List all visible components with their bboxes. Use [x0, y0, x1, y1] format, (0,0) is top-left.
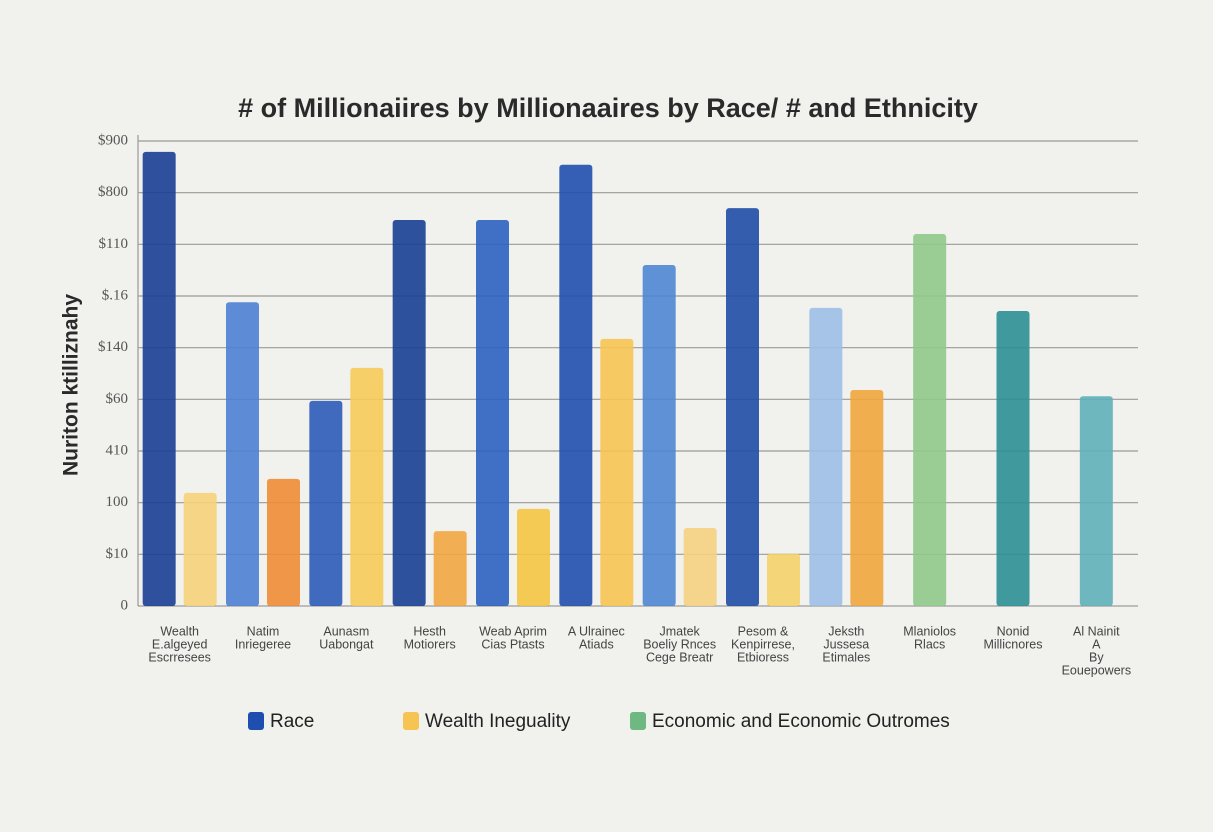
- x-tick-label: Eouepowers: [1062, 663, 1132, 677]
- x-tick-label: Atiads: [579, 637, 614, 651]
- bar: [767, 553, 800, 606]
- bar: [476, 220, 509, 607]
- legend-swatch: [630, 712, 646, 730]
- x-tick-label: Mlaniolos: [903, 624, 956, 638]
- legend-label: Race: [270, 711, 314, 732]
- y-tick-label: $800: [98, 184, 128, 200]
- y-tick-label: $60: [106, 391, 129, 407]
- bar: [350, 367, 384, 606]
- bar: [226, 302, 259, 606]
- legend-label: Wealth Ineguality: [425, 711, 571, 732]
- bar: [392, 220, 426, 607]
- y-tick-label: 410: [106, 442, 129, 458]
- x-tick-label: Nonid: [997, 624, 1030, 638]
- y-tick-label: 0: [121, 597, 129, 613]
- x-tick-label: A: [1092, 637, 1101, 651]
- x-tick-label: Hesth: [413, 624, 446, 638]
- x-tick-label: Rlacs: [914, 637, 945, 651]
- bar: [267, 478, 300, 606]
- legend-swatch: [248, 712, 264, 730]
- x-tick-label: Motiorers: [404, 637, 456, 651]
- x-tick-label: Etbioress: [737, 650, 789, 664]
- chart-title: # of Millionaiires by Millionaaires by R…: [238, 93, 978, 123]
- x-tick-label: Jussesa: [823, 637, 869, 651]
- bar: [683, 527, 717, 606]
- x-tick-label: Pesom &: [738, 624, 789, 638]
- x-tick-label: By: [1089, 650, 1104, 664]
- bar: [517, 508, 550, 606]
- legend-label: Economic and Economic Outromes: [652, 711, 950, 732]
- x-tick-label: Jmatek: [660, 624, 701, 638]
- x-tick-label: Escrresees: [148, 650, 211, 664]
- bar: [726, 208, 759, 606]
- x-tick-label: Etimales: [822, 650, 870, 664]
- x-tick-label: Millicnores: [983, 637, 1042, 651]
- x-tick-label: Cias Ptasts: [481, 637, 544, 651]
- bar: [642, 265, 676, 606]
- bar: [183, 492, 217, 606]
- x-tick-label: Kenpirrese,: [731, 637, 795, 651]
- y-tick-label: $110: [99, 236, 128, 252]
- x-tick-label: Inriegeree: [235, 637, 291, 651]
- x-tick-label: Aunasm: [323, 624, 369, 638]
- x-tick-label: Al Nainit: [1073, 624, 1120, 638]
- x-tick-label: Weab Aprim: [479, 624, 547, 638]
- y-tick-label: $900: [98, 132, 128, 148]
- x-tick-label: Natim: [247, 624, 280, 638]
- x-tick-label: Jeksth: [828, 624, 864, 638]
- y-axis-label: Nuriton ktilliznahy: [60, 294, 83, 476]
- bar: [433, 531, 467, 606]
- x-tick-label: Boeliy Rnces: [643, 637, 716, 651]
- bar: [913, 234, 947, 606]
- bar: [309, 400, 343, 606]
- bar: [850, 390, 884, 606]
- bar: [142, 151, 176, 606]
- legend-swatch: [403, 712, 419, 730]
- bar: [559, 164, 593, 606]
- y-tick-label: $.16: [102, 287, 129, 303]
- bar: [600, 338, 634, 606]
- x-tick-label: E.algeyed: [152, 637, 208, 651]
- bar: [809, 307, 843, 606]
- bar: [996, 310, 1030, 606]
- x-tick-label: Uabongat: [319, 637, 374, 651]
- bar: [1079, 396, 1113, 606]
- y-tick-label: $10: [106, 546, 129, 562]
- x-tick-label: Cege Breatr: [646, 650, 713, 664]
- y-tick-label: $140: [98, 339, 128, 355]
- y-tick-label: 100: [106, 494, 129, 510]
- x-tick-label: Wealth: [160, 624, 199, 638]
- x-tick-label: A Ulrainec: [568, 624, 625, 638]
